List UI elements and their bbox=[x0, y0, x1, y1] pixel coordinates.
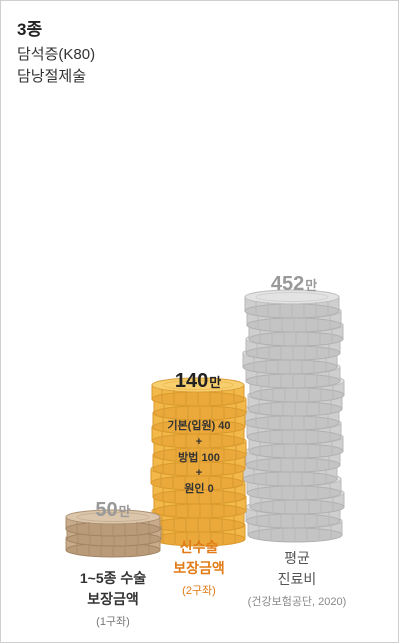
breakdown-method: 방법 100 bbox=[178, 450, 220, 464]
header: 3종 담석증(K80) 담낭절제술 bbox=[17, 15, 95, 88]
left-label: 1~5종 수술 보장금액 (1구좌) bbox=[63, 568, 163, 633]
tan-amount: 50만 bbox=[95, 499, 130, 521]
gray-amount: 452만 bbox=[271, 273, 317, 295]
orange-amount: 140만 bbox=[175, 370, 221, 392]
breakdown-plus-1: + bbox=[196, 436, 202, 448]
middle-label-sub: (2구좌) bbox=[182, 585, 216, 597]
breakdown-base: 기본(입원) 40 bbox=[167, 418, 230, 432]
left-label-line1: 1~5종 수술 bbox=[79, 570, 147, 586]
middle-label-line1: 신수술 bbox=[179, 539, 219, 555]
middle-label-line2: 보장금액 bbox=[173, 560, 225, 576]
disease-name: 담석증(K80) bbox=[17, 46, 96, 63]
surgery-name: 담낭절제술 bbox=[17, 68, 87, 85]
right-label: 평균 진료비 (건강보험공단, 2020) bbox=[235, 548, 359, 613]
grade-title: 3종 bbox=[17, 20, 43, 39]
breakdown-plus-2: + bbox=[196, 467, 202, 479]
breakdown-cause: 원인 0 bbox=[184, 481, 213, 495]
left-label-sub: (1구좌) bbox=[96, 616, 130, 628]
left-label-line2: 보장금액 bbox=[87, 591, 139, 607]
right-label-line2: 진료비 bbox=[277, 571, 317, 587]
middle-label: 신수술 보장금액 (2구좌) bbox=[153, 537, 245, 602]
coverage-breakdown: 기본(입원) 40 + 방법 100 + 원인 0 bbox=[167, 418, 230, 495]
right-label-line1: 평균 bbox=[284, 550, 310, 566]
right-label-sub: (건강보험공단, 2020) bbox=[247, 596, 347, 608]
gray-coin-stack bbox=[242, 289, 345, 543]
